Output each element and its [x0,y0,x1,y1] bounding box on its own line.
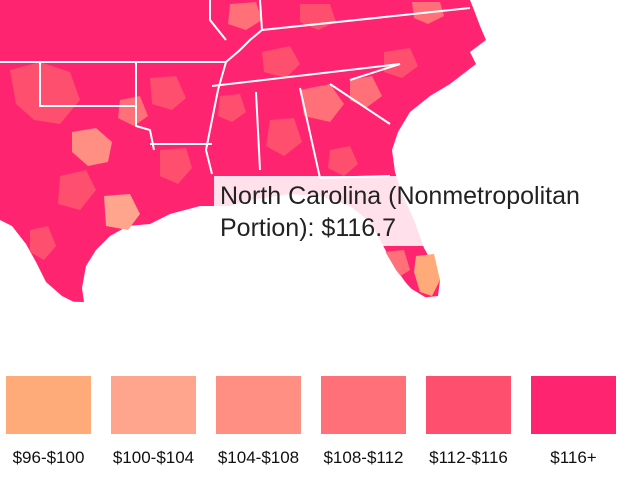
legend-item: $100-$104 [105,376,210,476]
legend-label: $116+ [550,448,597,467]
legend-swatch [426,376,511,434]
legend-label: $104-$108 [217,448,300,467]
legend-label: $108-$112 [323,448,404,467]
legend-label: $96-$100 [12,448,85,467]
legend-item: $112-$116 [420,376,525,476]
legend-swatch [6,376,91,434]
legend-swatch [321,376,406,434]
legend-item: $96-$100 [0,376,105,476]
legend-item: $108-$112 [315,376,420,476]
map-tooltip: North Carolina (Nonmetropolitan Portion)… [214,176,610,246]
legend-item: $116+ [525,376,630,476]
county-patches[interactable] [10,2,444,296]
legend-label: $112-$116 [429,448,508,467]
gulf-water [0,198,636,330]
choropleth-map[interactable] [0,0,636,330]
map-legend: $96-$100 $100-$104 $104-$108 $108-$112 $… [0,376,636,476]
legend-swatch [216,376,301,434]
legend-swatch [531,376,616,434]
legend-item: $104-$108 [210,376,315,476]
legend-label: $100-$104 [112,448,195,467]
legend-swatch [111,376,196,434]
